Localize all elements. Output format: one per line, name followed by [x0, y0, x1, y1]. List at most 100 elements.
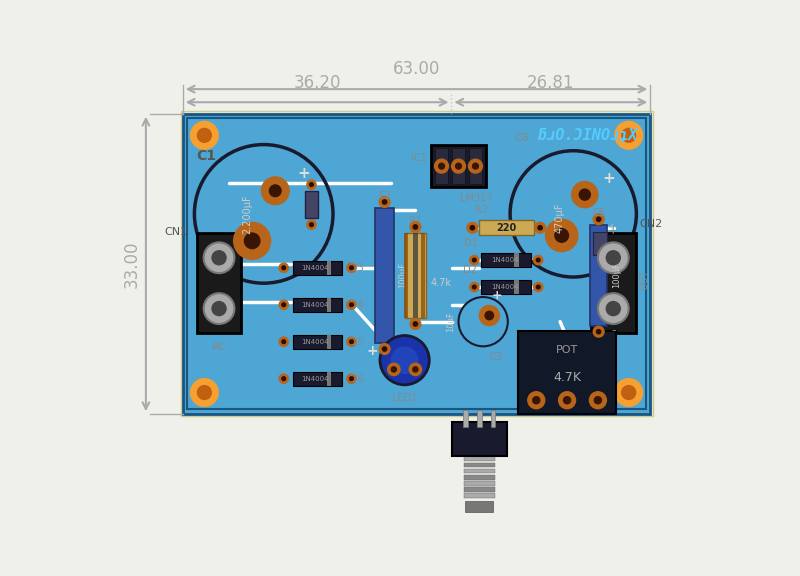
Bar — [491, 410, 495, 427]
Bar — [464, 494, 494, 498]
Bar — [327, 372, 331, 385]
Circle shape — [470, 226, 474, 230]
Circle shape — [279, 337, 288, 346]
Text: D1: D1 — [464, 238, 478, 248]
Circle shape — [279, 300, 288, 309]
Circle shape — [282, 340, 286, 343]
Text: +: + — [492, 289, 502, 302]
Circle shape — [414, 322, 418, 326]
Bar — [477, 410, 482, 427]
Text: D4: D4 — [350, 300, 364, 310]
Text: AC: AC — [211, 343, 226, 353]
Text: 26.81: 26.81 — [527, 74, 574, 92]
Circle shape — [555, 229, 569, 242]
Circle shape — [451, 159, 466, 173]
Circle shape — [211, 250, 226, 266]
Bar — [197, 233, 242, 334]
Bar — [464, 481, 494, 486]
Circle shape — [434, 159, 449, 173]
Circle shape — [198, 128, 211, 142]
Text: -: - — [611, 324, 615, 337]
Circle shape — [282, 303, 286, 306]
Circle shape — [262, 177, 289, 204]
Circle shape — [597, 217, 601, 221]
Text: 1N4004: 1N4004 — [301, 339, 328, 344]
Text: D3: D3 — [350, 263, 364, 273]
Bar — [590, 225, 607, 325]
Circle shape — [469, 159, 482, 173]
Circle shape — [546, 219, 578, 252]
Text: R2: R2 — [474, 206, 488, 215]
Text: 1N4004: 1N4004 — [491, 257, 518, 263]
Bar — [591, 233, 636, 334]
Circle shape — [350, 340, 354, 343]
Circle shape — [615, 122, 642, 149]
Circle shape — [310, 223, 314, 226]
Text: 470μF: 470μF — [554, 203, 564, 233]
Circle shape — [533, 397, 540, 404]
Circle shape — [347, 263, 356, 272]
Text: POT: POT — [556, 345, 578, 355]
Circle shape — [455, 163, 462, 169]
Circle shape — [270, 185, 281, 196]
Circle shape — [438, 163, 445, 169]
Bar — [293, 372, 342, 385]
Bar — [466, 501, 493, 512]
Text: 4.7k: 4.7k — [430, 278, 452, 288]
Text: 63.00: 63.00 — [393, 60, 440, 78]
Bar — [464, 463, 494, 467]
Circle shape — [282, 266, 286, 270]
Text: ƃɹO.ƆINOɹʇX: ƃɹO.ƆINOɹʇX — [538, 128, 638, 143]
Text: 220: 220 — [496, 223, 516, 233]
Circle shape — [234, 222, 270, 259]
Text: C6: C6 — [514, 133, 529, 143]
Bar — [482, 280, 531, 294]
Circle shape — [390, 346, 418, 374]
Bar — [464, 469, 494, 473]
Bar — [435, 149, 448, 184]
Bar — [181, 112, 653, 416]
Text: 10μF: 10μF — [446, 311, 455, 332]
Circle shape — [473, 258, 476, 262]
Text: IC1: IC1 — [411, 153, 427, 164]
Circle shape — [597, 329, 601, 334]
Circle shape — [379, 344, 390, 354]
Bar — [430, 145, 486, 187]
Circle shape — [485, 311, 494, 320]
Circle shape — [347, 374, 356, 383]
Circle shape — [310, 183, 314, 187]
Circle shape — [470, 282, 479, 291]
Text: C3: C3 — [490, 353, 502, 362]
Circle shape — [458, 297, 508, 346]
Circle shape — [622, 385, 636, 399]
Circle shape — [347, 300, 356, 309]
Circle shape — [615, 378, 642, 407]
Text: 100μF: 100μF — [612, 263, 621, 289]
Bar — [405, 233, 426, 318]
Circle shape — [410, 319, 421, 329]
Bar — [293, 335, 342, 348]
Circle shape — [470, 256, 479, 265]
Circle shape — [413, 367, 418, 372]
Text: +: + — [608, 224, 618, 237]
Text: C1: C1 — [196, 149, 216, 163]
Circle shape — [528, 392, 545, 409]
Circle shape — [307, 180, 316, 190]
Circle shape — [473, 163, 478, 169]
Circle shape — [204, 293, 234, 324]
Bar — [464, 487, 494, 492]
Bar — [594, 232, 607, 255]
Bar — [327, 298, 331, 312]
Circle shape — [598, 293, 629, 324]
Text: C2: C2 — [378, 191, 391, 201]
Bar — [463, 410, 468, 427]
Text: +: + — [366, 344, 378, 358]
Bar — [327, 261, 331, 275]
Circle shape — [479, 305, 499, 325]
Circle shape — [467, 222, 478, 233]
Circle shape — [594, 326, 604, 337]
Circle shape — [350, 303, 354, 306]
Bar — [413, 233, 418, 318]
Circle shape — [211, 301, 226, 316]
Circle shape — [622, 128, 636, 142]
